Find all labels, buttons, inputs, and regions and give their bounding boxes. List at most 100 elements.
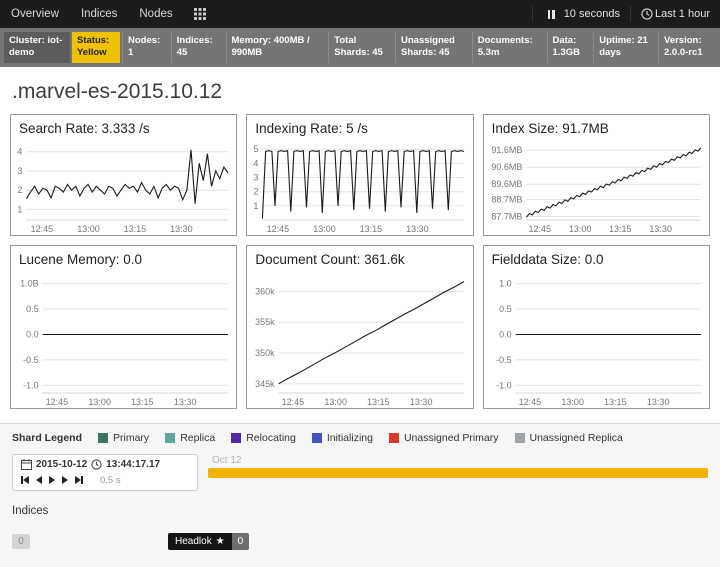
svg-text:-0.5: -0.5	[23, 355, 39, 365]
svg-text:87.7MB: 87.7MB	[491, 211, 522, 221]
svg-text:13:00: 13:00	[314, 224, 337, 234]
chart-lucene-memory[interactable]: -1.0-0.50.00.51.0B12:4513:0013:1513:30	[11, 270, 236, 408]
chart-index-size[interactable]: 87.7MB88.7MB89.6MB90.6MB91.6MB12:4513:00…	[484, 139, 709, 235]
svg-text:13:30: 13:30	[649, 224, 672, 234]
legend-item-replica: Replica	[165, 432, 215, 444]
nav-item-nodes[interactable]: Nodes	[128, 0, 183, 28]
legend-item-unassigned-replica: Unassigned Replica	[515, 432, 623, 444]
chart-panel-index-size: Index Size: 91.7MB87.7MB88.7MB89.6MB90.6…	[483, 114, 710, 236]
index-badge-name: Headlok ★	[168, 533, 232, 550]
svg-text:360k: 360k	[255, 286, 275, 296]
chart-title-index-size: Index Size: 91.7MB	[484, 115, 709, 139]
legend-swatch	[515, 433, 525, 443]
chart-title-search-rate: Search Rate: 3.333 /s	[11, 115, 236, 139]
pause-icon[interactable]	[532, 6, 562, 22]
chart-panel-document-count: Document Count: 361.6k345k350k355k360k12…	[246, 245, 473, 409]
timeline-date[interactable]: 2015-10-12	[36, 459, 87, 470]
top-nav: OverviewIndicesNodes 10 seconds Last 1 h…	[0, 0, 720, 28]
cluster-name[interactable]: Cluster: iot-demo	[4, 32, 70, 63]
svg-text:13:30: 13:30	[410, 397, 433, 407]
svg-text:88.7MB: 88.7MB	[491, 194, 522, 204]
chart-title-fielddata-size: Fielddata Size: 0.0	[484, 246, 709, 270]
chart-title-document-count: Document Count: 361.6k	[247, 246, 472, 270]
time-range[interactable]: Last 1 hour	[653, 8, 720, 20]
calendar-icon	[21, 459, 32, 470]
indices-section-title: Indices	[12, 505, 708, 517]
shard-allocation-section: Shard Legend PrimaryReplicaRelocatingIni…	[0, 423, 720, 567]
svg-text:5: 5	[254, 144, 259, 154]
timeline-row: 2015-10-12 13:44:17.17 0.5 s Oct 12	[12, 454, 708, 491]
nav-right: 10 seconds Last 1 hour	[532, 0, 720, 28]
unassigned-count-badge: 0	[12, 534, 30, 549]
apps-grid-icon[interactable]	[184, 8, 216, 20]
skip-first-icon[interactable]	[21, 476, 29, 484]
nav-item-overview[interactable]: Overview	[0, 0, 70, 28]
step-back-icon[interactable]	[36, 476, 42, 484]
svg-text:13:30: 13:30	[647, 397, 670, 407]
svg-text:0.0: 0.0	[26, 329, 39, 339]
svg-text:1: 1	[254, 200, 259, 210]
legend-item-unassigned-primary: Unassigned Primary	[389, 432, 499, 444]
svg-text:345k: 345k	[255, 378, 275, 388]
svg-text:13:30: 13:30	[406, 224, 429, 234]
svg-text:0.5: 0.5	[26, 304, 39, 314]
legend-item-relocating: Relocating	[231, 432, 296, 444]
svg-text:12:45: 12:45	[282, 397, 305, 407]
svg-text:13:15: 13:15	[360, 224, 383, 234]
cluster-stat: Uptime: 21 days	[593, 32, 655, 63]
refresh-interval[interactable]: 10 seconds	[562, 8, 630, 20]
cluster-status-badge[interactable]: Status: Yellow	[72, 32, 120, 63]
legend-swatch	[312, 433, 322, 443]
svg-text:12:45: 12:45	[267, 224, 290, 234]
nav-item-indices[interactable]: Indices	[70, 0, 128, 28]
svg-text:4: 4	[254, 158, 259, 168]
chart-document-count[interactable]: 345k350k355k360k12:4513:0013:1513:30	[247, 270, 472, 408]
step-forward-icon[interactable]	[62, 476, 68, 484]
playback-controls: 0.5 s	[21, 475, 189, 486]
legend-swatch	[98, 433, 108, 443]
timeline-bar-label: Oct 12	[212, 455, 708, 466]
svg-text:13:00: 13:00	[561, 397, 584, 407]
svg-text:-1.0: -1.0	[23, 380, 39, 390]
chart-panel-indexing-rate: Indexing Rate: 5 /s1234512:4513:0013:151…	[246, 114, 473, 236]
chart-title-lucene-memory: Lucene Memory: 0.0	[11, 246, 236, 270]
chart-search-rate[interactable]: 123412:4513:0013:1513:30	[11, 139, 236, 235]
svg-text:3: 3	[254, 172, 259, 182]
clock-icon	[630, 6, 653, 22]
svg-text:355k: 355k	[255, 317, 275, 327]
svg-text:2: 2	[254, 186, 259, 196]
legend-item-initializing: Initializing	[312, 432, 373, 444]
chart-panel-lucene-memory: Lucene Memory: 0.0-1.0-0.50.00.51.0B12:4…	[10, 245, 237, 409]
cluster-stat: Total Shards: 45	[328, 32, 392, 63]
svg-text:-0.5: -0.5	[496, 355, 512, 365]
index-badge[interactable]: Headlok ★ 0	[168, 533, 249, 550]
cluster-stat: Unassigned Shards: 45	[395, 32, 469, 63]
timeline-track: Oct 12	[208, 454, 708, 478]
shard-legend: Shard Legend PrimaryReplicaRelocatingIni…	[12, 432, 708, 444]
svg-text:13:00: 13:00	[77, 224, 100, 234]
svg-text:2: 2	[17, 185, 22, 195]
cluster-stats: Nodes: 1Indices: 45Memory: 400MB / 990MB…	[122, 32, 716, 63]
shard-legend-title: Shard Legend	[12, 432, 82, 444]
cluster-stat: Documents: 5.3m	[472, 32, 544, 63]
indices-badge-row: 0 Headlok ★ 0	[12, 533, 708, 550]
timeline-time[interactable]: 13:44:17.17	[106, 459, 160, 470]
chart-indexing-rate[interactable]: 1 2 3 4 5 12:45 13:00 13:15 13:30	[247, 139, 472, 235]
charts-grid: Search Rate: 3.333 /s123412:4513:0013:15…	[10, 114, 710, 409]
svg-text:-1.0: -1.0	[496, 380, 512, 390]
timeline-status-bar[interactable]	[208, 468, 708, 478]
cluster-status-label: Status:	[77, 35, 109, 46]
nav-items: OverviewIndicesNodes	[0, 0, 184, 28]
svg-text:12:45: 12:45	[528, 224, 551, 234]
svg-text:13:30: 13:30	[170, 224, 193, 234]
skip-last-icon[interactable]	[75, 476, 83, 484]
chart-panel-search-rate: Search Rate: 3.333 /s123412:4513:0013:15…	[10, 114, 237, 236]
timeline-player: 2015-10-12 13:44:17.17 0.5 s	[12, 454, 198, 491]
cluster-stat: Data: 1.3GB	[547, 32, 591, 63]
chart-fielddata-size[interactable]: -1.0-0.50.00.51.012:4513:0013:1513:30	[484, 270, 709, 408]
cluster-stat: Memory: 400MB / 990MB	[226, 32, 326, 63]
svg-text:13:15: 13:15	[367, 397, 390, 407]
svg-text:12:45: 12:45	[518, 397, 541, 407]
play-icon[interactable]	[49, 476, 55, 484]
legend-swatch	[231, 433, 241, 443]
